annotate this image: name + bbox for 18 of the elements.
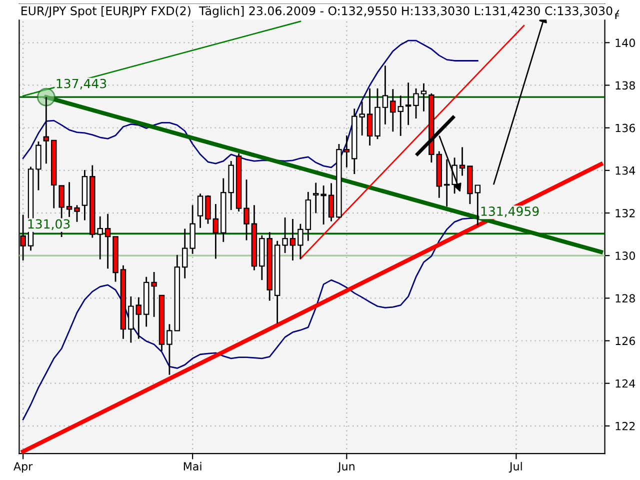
y-tick-label: 128: [616, 294, 635, 303]
y-tick-label: 140: [616, 38, 635, 48]
x-tick-label: Apr: [14, 462, 33, 473]
y-tick-label: 124: [616, 379, 636, 388]
y-tick-label: 122: [616, 422, 635, 430]
y-tick-label: 136: [616, 124, 636, 132]
x-tick-label: Mai: [184, 462, 202, 471]
chart-title: EUR/JPY Spot [EURJPY FXD(2) Täglich] 23.06.2009 - O:132,9550 H:133,3030 L:131,4230 C:133,3030: [22, 6, 612, 18]
y-tick-label: 132: [616, 208, 635, 218]
y-tick-label: 134: [616, 166, 636, 175]
y-tick-label: 138: [616, 81, 635, 90]
y-tick-label: 130: [616, 252, 635, 260]
y-tick-label: 126: [616, 336, 636, 346]
ref-line-label: 131,03: [28, 219, 70, 230]
annotation: 137,443: [56, 78, 106, 90]
x-tick-label: Jun: [337, 462, 354, 473]
annotation: 131,4959: [481, 206, 539, 218]
x-tick-label: Jul: [508, 462, 522, 473]
